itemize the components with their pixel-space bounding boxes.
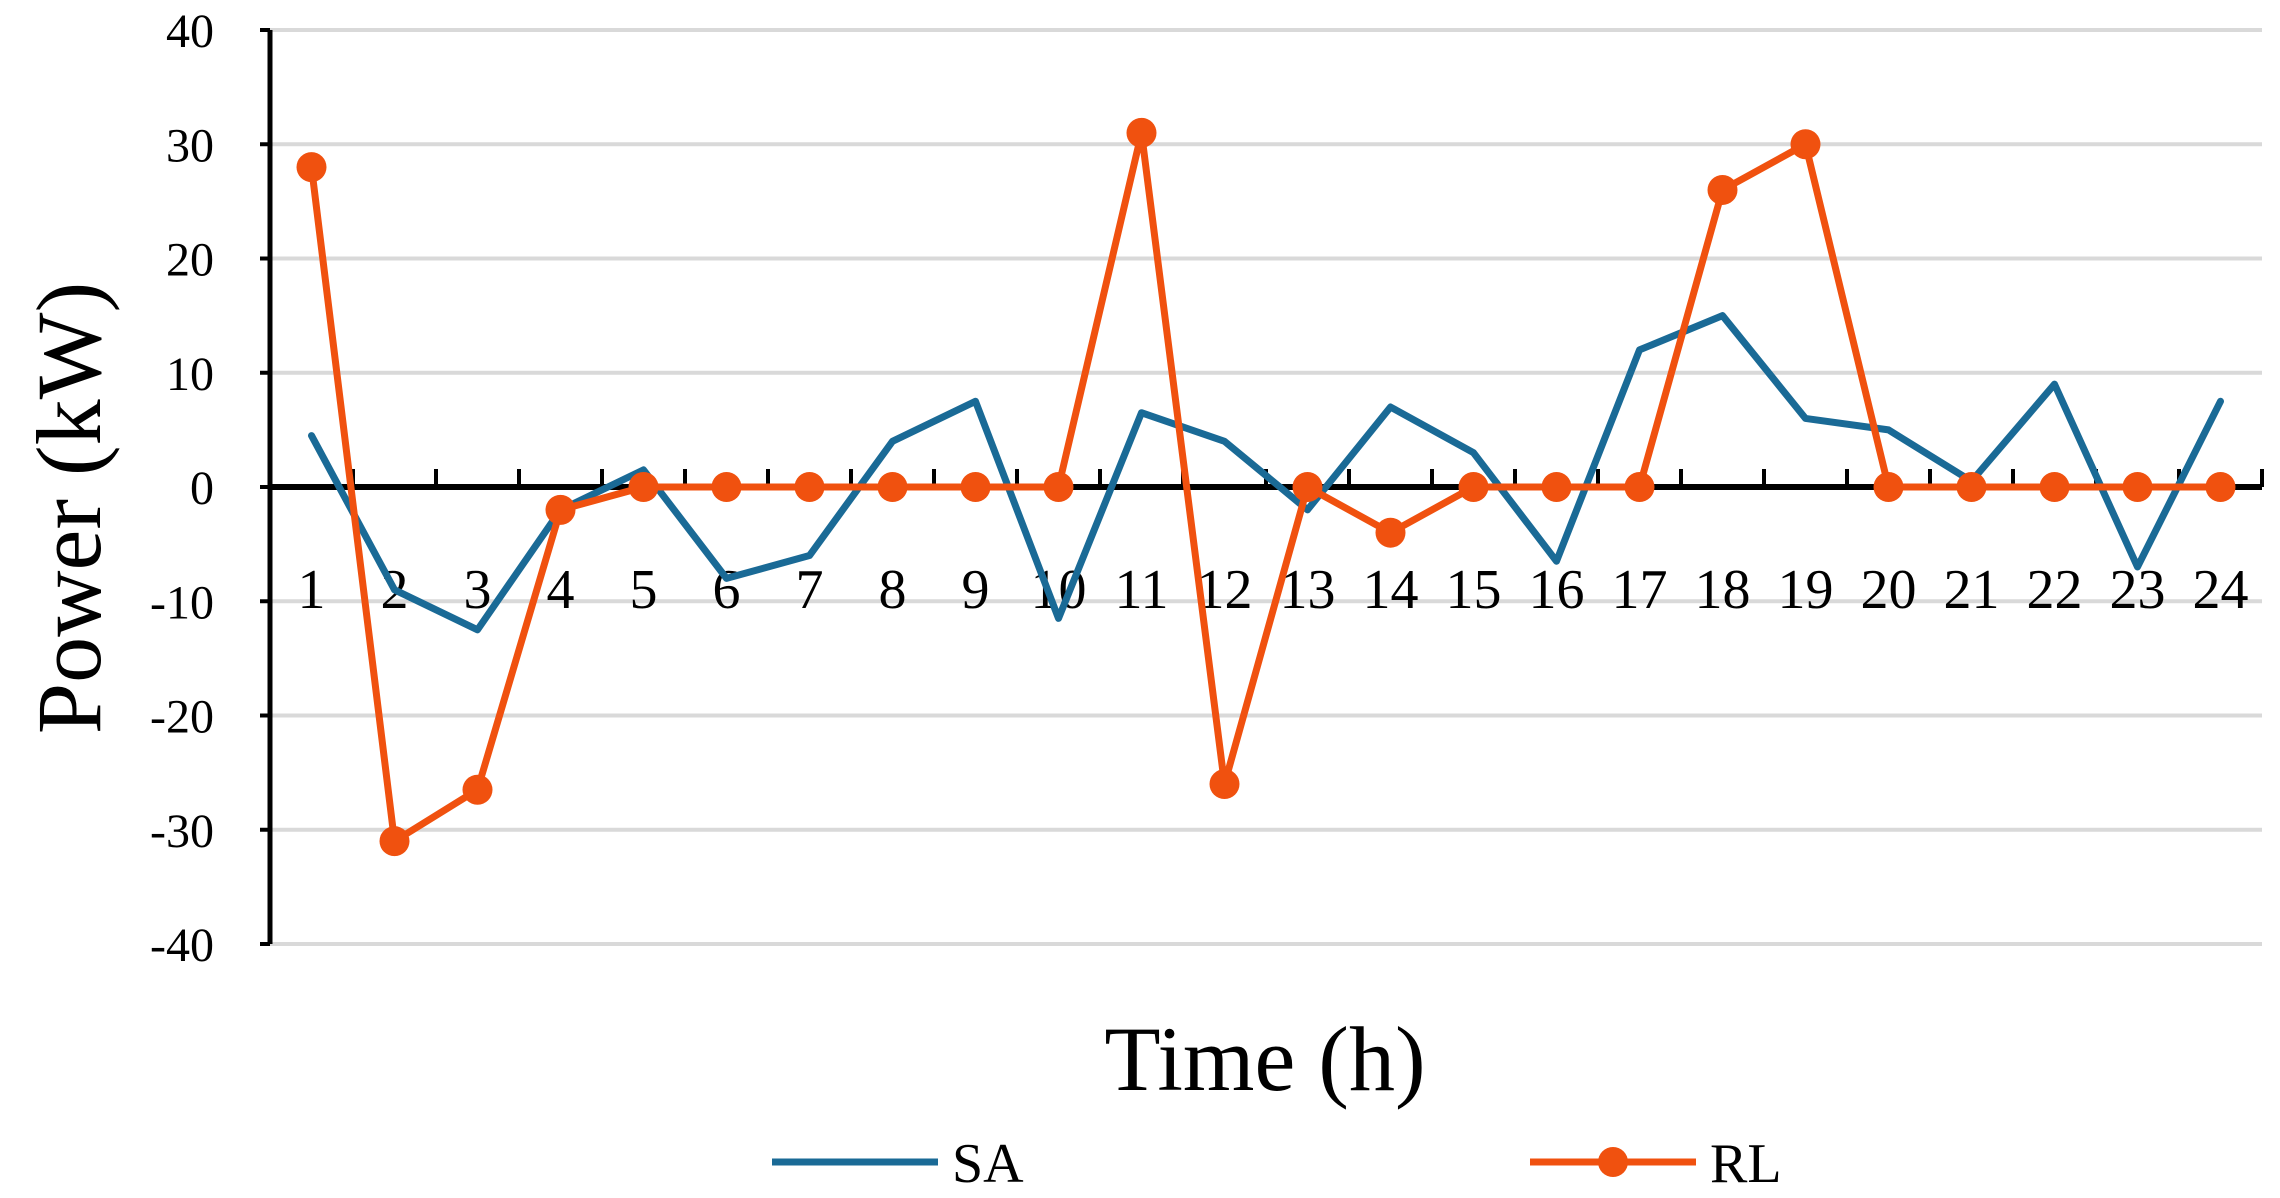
legend-item-rl: RL [1530, 1133, 1782, 1195]
data-point-rl [711, 472, 742, 502]
data-point-rl [296, 152, 327, 183]
data-point-rl [1541, 472, 1572, 502]
data-point-rl [379, 826, 410, 857]
y-tick-label: -40 [150, 919, 214, 972]
x-tick-label: 21 [1944, 559, 2000, 621]
x-tick-label: 8 [879, 559, 907, 621]
x-tick-label: 4 [547, 559, 575, 621]
y-tick-label: 40 [166, 5, 214, 58]
data-point-rl [1292, 472, 1323, 502]
x-tick-label: 7 [796, 559, 824, 621]
data-point-rl [1624, 472, 1655, 502]
x-tick-label: 20 [1861, 559, 1917, 621]
y-tick-label: -30 [150, 805, 214, 858]
y-tick-label: 20 [166, 234, 214, 287]
data-point-rl [2039, 472, 2070, 502]
data-point-rl [1458, 472, 1489, 502]
x-tick-label: 15 [1446, 559, 1502, 621]
x-axis-title: Time (h) [1104, 1008, 1425, 1110]
x-tick-label: 1 [298, 559, 326, 621]
x-tick-labels: 1 2 3 4 5 6 7 8 9 10 11 12 13 14 15 16 17 18 19 20 21 22 23 24 [298, 559, 2249, 621]
data-point-rl [1375, 517, 1406, 548]
legend: SA RL [772, 1133, 1782, 1195]
y-tick-label: -10 [150, 576, 214, 629]
legend-label: RL [1710, 1133, 1782, 1195]
x-tick-label: 16 [1529, 559, 1585, 621]
data-point-rl [877, 472, 908, 502]
data-point-rl [2122, 472, 2153, 502]
data-point-rl [1209, 769, 1240, 800]
series-rl [296, 117, 2236, 857]
x-tick-label: 17 [1612, 559, 1668, 621]
x-tick-label: 24 [2193, 559, 2249, 621]
gridlines [270, 28, 2262, 946]
x-tick-label: 5 [630, 559, 658, 621]
legend-label: SA [952, 1133, 1024, 1195]
x-tick-label: 11 [1115, 559, 1169, 621]
x-tick-label: 22 [2027, 559, 2083, 621]
data-point-rl [960, 472, 991, 502]
x-tick-label: 18 [1695, 559, 1751, 621]
data-point-rl [628, 472, 659, 502]
y-axis-title: Power (kW) [18, 282, 120, 734]
data-point-rl [2205, 472, 2236, 502]
data-point-rl [1126, 117, 1157, 148]
legend-marker [1598, 1147, 1628, 1177]
series-sa [308, 312, 2224, 634]
y-tick-label: -20 [150, 691, 214, 744]
data-point-rl [1707, 174, 1738, 205]
data-point-rl [794, 472, 825, 502]
x-tick-label: 9 [962, 559, 990, 621]
data-point-rl [1790, 129, 1821, 160]
y-tick-label: 10 [166, 348, 214, 401]
data-point-rl [1956, 472, 1987, 502]
x-tick-label: 19 [1778, 559, 1834, 621]
legend-item-sa: SA [772, 1133, 1024, 1195]
data-point-rl [545, 494, 576, 525]
data-point-rl [462, 774, 493, 805]
y-tick-label: 30 [166, 119, 214, 172]
y-tick-labels: -40 -30 -20 -10 0 10 20 30 40 [150, 5, 214, 972]
y-tick-label: 0 [190, 462, 214, 515]
data-point-rl [1873, 472, 1904, 502]
series-line-sa [308, 312, 2224, 634]
series [296, 117, 2236, 857]
x-tick-label: 13 [1280, 559, 1336, 621]
x-tick-label: 14 [1363, 559, 1419, 621]
data-point-rl [1043, 472, 1074, 502]
